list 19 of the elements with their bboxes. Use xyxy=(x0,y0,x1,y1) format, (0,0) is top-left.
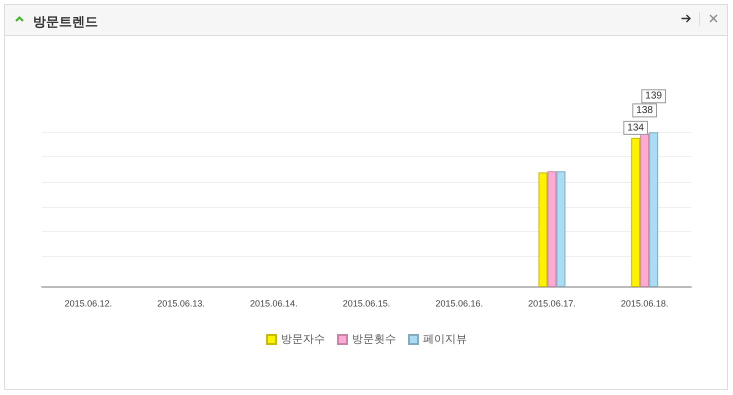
bar xyxy=(631,138,640,287)
x-tick-label: 2015.06.17. xyxy=(528,298,576,308)
legend-label: 페이지뷰 xyxy=(423,334,467,346)
data-label: 134 xyxy=(627,122,644,134)
bar xyxy=(649,132,658,287)
x-tick-label: 2015.06.13. xyxy=(157,298,205,308)
bar xyxy=(538,172,548,287)
x-tick-label: 2015.06.15. xyxy=(342,298,390,308)
x-tick-label: 2015.06.14. xyxy=(250,298,298,308)
chart-title: 방문트렌드 xyxy=(33,14,98,29)
legend-label: 방문자수 xyxy=(281,334,325,346)
bar xyxy=(556,171,566,287)
legend-label: 방문횟수 xyxy=(352,334,396,346)
data-label: 139 xyxy=(645,90,662,102)
x-tick-label: 2015.06.16. xyxy=(435,298,483,308)
data-label: 138 xyxy=(636,104,654,116)
x-tick-label: 2015.06.18. xyxy=(620,298,668,308)
x-tick-label: 2015.06.12. xyxy=(64,298,112,308)
bar xyxy=(547,171,556,287)
